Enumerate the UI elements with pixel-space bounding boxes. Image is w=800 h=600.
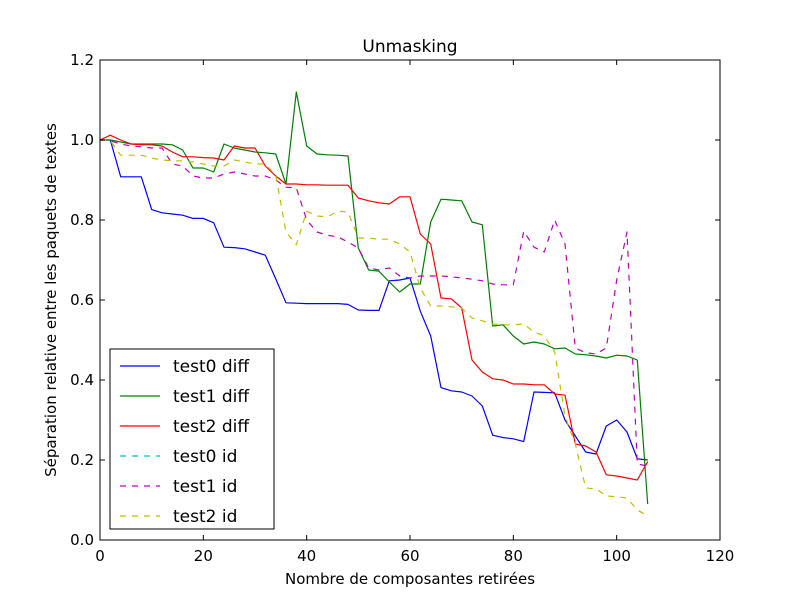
series-line-test1-id (99, 139, 648, 467)
x-axis: 0 20 40 60 80 100 120 (95, 60, 734, 565)
legend-label: test1 id (173, 477, 237, 497)
y-tick-label: 0.4 (70, 371, 94, 389)
legend: test0 diff test1 diff test2 diff test0 id te… (109, 348, 275, 530)
y-tick-label: 0.6 (70, 291, 94, 309)
y-tick-label: 1.2 (70, 51, 94, 69)
series-line-test2-id (99, 139, 648, 517)
chart-title: Unmasking (362, 37, 457, 57)
series-layer (99, 91, 649, 517)
series-line-test2-diff (99, 134, 649, 481)
legend-frame (109, 348, 275, 530)
legend-label: test0 diff (173, 357, 250, 377)
legend-label: test2 id (173, 507, 237, 527)
x-axis-label: Nombre de composantes retirées (285, 570, 535, 588)
y-tick-label: 0.0 (70, 531, 94, 549)
x-tick-label: 20 (194, 547, 213, 565)
x-tick-label: 100 (602, 547, 631, 565)
legend-label: test2 diff (173, 417, 250, 437)
y-tick-label: 1.0 (70, 131, 94, 149)
x-tick-label: 120 (706, 547, 735, 565)
x-tick-label: 80 (504, 547, 523, 565)
legend-label: test0 id (173, 447, 237, 467)
series-line-test0-diff (100, 139, 648, 461)
x-tick-label: 40 (297, 547, 316, 565)
y-axis: 0.0 0.2 0.4 0.6 0.8 1.0 1.2 (70, 51, 720, 549)
legend-label: test1 diff (173, 387, 250, 407)
y-tick-label: 0.2 (70, 451, 94, 469)
series-line-test1-diff (100, 91, 649, 505)
x-tick-label: 0 (95, 547, 105, 565)
x-tick-label: 60 (400, 547, 419, 565)
y-tick-label: 0.8 (70, 211, 94, 229)
y-axis-label: Séparation relative entre les paquets de… (42, 123, 60, 477)
